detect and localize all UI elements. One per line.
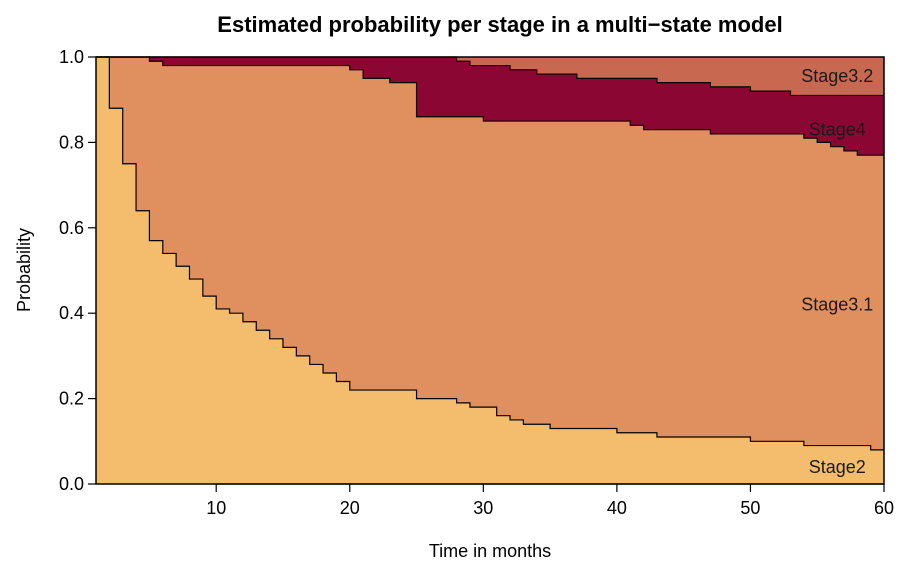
- step-line-stage3-1: [96, 56, 884, 156]
- y-tick-label: 0.6: [59, 218, 84, 238]
- plot-areas: [96, 57, 884, 484]
- y-axis-label: Probability: [14, 228, 34, 312]
- x-tick-label: 60: [874, 498, 894, 518]
- area-stage2: [96, 57, 884, 484]
- plot-step-lines: [96, 56, 884, 451]
- state-labels: Stage3.2 Stage4 Stage3.1 Stage2: [801, 66, 873, 477]
- y-tick-label: 0.0: [59, 474, 84, 494]
- step-line-stage4: [96, 56, 884, 97]
- x-tick-label: 40: [607, 498, 627, 518]
- state-label-stage2: Stage2: [809, 457, 866, 477]
- x-tick-label: 50: [740, 498, 760, 518]
- y-tick-label: 0.8: [59, 132, 84, 152]
- x-axis-label: Time in months: [429, 541, 551, 561]
- state-label-stage3-2: Stage3.2: [801, 66, 873, 86]
- x-axis: 10 20 30 40 50 60: [206, 483, 894, 518]
- y-tick-label: 0.2: [59, 389, 84, 409]
- step-line-stage2: [96, 56, 884, 451]
- y-tick-label: 0.4: [59, 303, 84, 323]
- x-tick-label: 10: [206, 498, 226, 518]
- state-label-stage4: Stage4: [809, 120, 866, 140]
- y-tick-label: 1.0: [59, 47, 84, 67]
- x-tick-label: 30: [473, 498, 493, 518]
- chart-title: Estimated probability per stage in a mul…: [217, 12, 782, 37]
- x-tick-label: 20: [340, 498, 360, 518]
- state-label-stage3-1: Stage3.1: [801, 295, 873, 315]
- y-axis: 0.0 0.2 0.4 0.6 0.8 1.0: [59, 47, 96, 494]
